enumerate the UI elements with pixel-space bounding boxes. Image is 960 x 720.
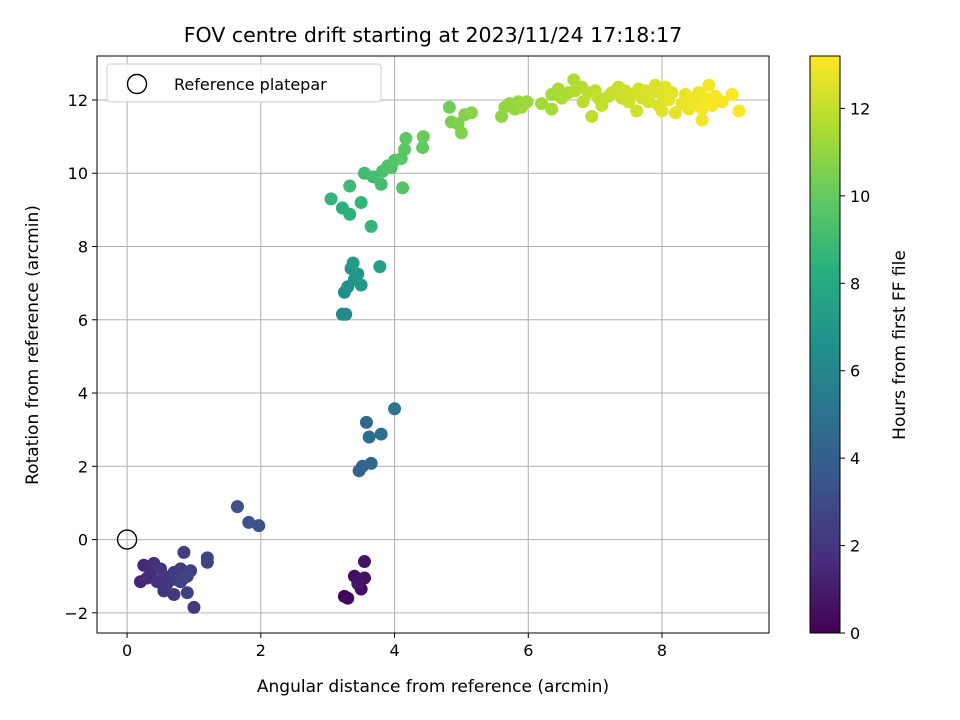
- data-point: [346, 256, 360, 270]
- data-point: [137, 558, 151, 572]
- data-point: [630, 104, 644, 118]
- colorbar-tick-label: 8: [850, 274, 860, 293]
- data-point: [416, 141, 430, 155]
- chart-title: FOV centre drift starting at 2023/11/24 …: [184, 23, 683, 47]
- y-tick-label: 10: [68, 164, 88, 183]
- grid: [97, 56, 769, 633]
- data-point: [230, 500, 244, 514]
- y-tick-label: 8: [78, 238, 88, 257]
- data-point: [399, 131, 413, 145]
- y-axis-label: Rotation from reference (arcmin): [23, 205, 43, 485]
- legend: Reference platepar: [106, 63, 382, 103]
- colorbar-tick-label: 2: [850, 537, 860, 556]
- data-point: [416, 130, 430, 144]
- legend-box: [106, 63, 382, 103]
- data-point: [362, 430, 376, 444]
- data-point: [339, 307, 353, 321]
- data-point: [668, 106, 682, 120]
- colorbar-tick-label: 12: [850, 99, 870, 118]
- data-point: [364, 456, 378, 470]
- data-point: [442, 100, 456, 114]
- data-point: [359, 415, 373, 429]
- data-point: [464, 106, 478, 120]
- data-point: [242, 515, 256, 529]
- data-point: [585, 109, 599, 123]
- legend-hollow-circle-marker: [126, 73, 148, 95]
- data-point: [545, 102, 559, 116]
- data-point: [715, 95, 729, 109]
- data-point: [374, 177, 388, 191]
- data-point: [343, 207, 357, 221]
- y-tick-label: 4: [78, 384, 88, 403]
- colorbar-tick-label: 4: [850, 449, 860, 468]
- data-point: [357, 555, 371, 569]
- data-point: [655, 104, 669, 118]
- colorbar-label: Hours from first FF file: [890, 250, 910, 440]
- data-point: [167, 588, 181, 602]
- data-point: [187, 600, 201, 614]
- colorbar-tick-label: 0: [850, 624, 860, 643]
- data-point: [702, 78, 716, 92]
- x-tick-label: 8: [657, 641, 667, 660]
- y-tick-label: 0: [78, 531, 88, 550]
- data-point: [648, 78, 662, 92]
- data-point: [665, 86, 679, 100]
- x-tick-label: 0: [122, 641, 132, 660]
- data-point: [177, 545, 191, 559]
- data-point: [695, 113, 709, 127]
- data-point: [364, 219, 378, 233]
- x-tick-label: 4: [389, 641, 399, 660]
- data-point: [695, 102, 709, 116]
- data-point: [396, 181, 410, 195]
- data-point: [324, 192, 338, 206]
- data-point: [200, 555, 214, 569]
- data-points: [133, 73, 746, 614]
- y-tick-label: 6: [78, 311, 88, 330]
- data-point: [160, 577, 174, 591]
- legend-label: Reference platepar: [174, 75, 327, 94]
- data-point: [732, 104, 746, 118]
- data-point: [520, 95, 534, 109]
- colorbar-tick-label: 10: [850, 187, 870, 206]
- data-point: [351, 267, 365, 281]
- reference-platepar-marker: [116, 529, 138, 550]
- data-point: [341, 591, 355, 605]
- reference-marker-layer: [116, 529, 138, 550]
- y-tick-label: −2: [64, 604, 88, 623]
- data-point: [725, 87, 739, 101]
- data-point: [180, 586, 194, 600]
- data-point: [252, 519, 266, 533]
- colorbar-ticks: 0 2 4 6 8 10 12: [840, 99, 870, 643]
- y-tick-label: 2: [78, 457, 88, 476]
- data-point: [351, 577, 365, 591]
- data-point: [535, 97, 549, 111]
- data-point: [354, 196, 368, 210]
- colorbar-tick-label: 6: [850, 362, 860, 381]
- data-point: [454, 126, 468, 140]
- colorbar: 0 2 4 6 8 10 12 Hours from first FF file: [809, 55, 910, 643]
- data-point: [374, 427, 388, 441]
- x-axis-label: Angular distance from reference (arcmin): [257, 677, 609, 697]
- colorbar-gradient: [809, 55, 841, 634]
- data-point: [180, 569, 194, 583]
- x-tick-label: 2: [256, 641, 266, 660]
- x-tick-label: 6: [523, 641, 533, 660]
- data-point: [388, 402, 402, 416]
- data-point: [398, 142, 412, 156]
- data-point: [373, 260, 387, 274]
- data-point: [343, 179, 357, 193]
- data-point: [354, 278, 368, 292]
- y-tick-label: 12: [68, 91, 88, 110]
- data-point: [595, 98, 609, 112]
- plot-frame: [96, 55, 770, 634]
- axes: 0 2 4 6 8 −2 0 2 4 6 8 10 12: [64, 55, 770, 660]
